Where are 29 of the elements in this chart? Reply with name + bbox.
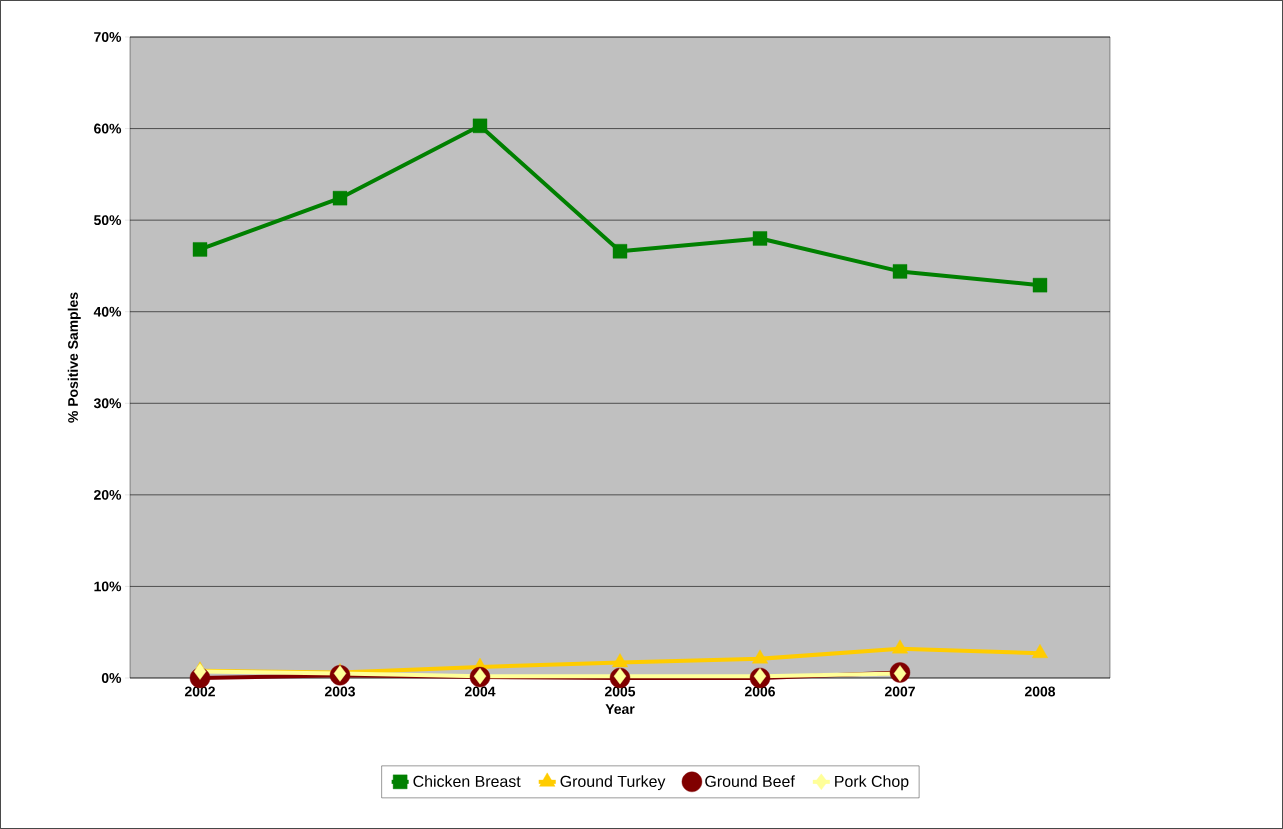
- y-tick-label: 70%: [94, 32, 122, 42]
- point: [752, 231, 768, 246]
- point: [612, 653, 628, 668]
- x-tick-label: 2006: [744, 686, 776, 697]
- y-tick-label: 40%: [93, 306, 122, 317]
- point: [472, 118, 488, 134]
- y-tick-label: 50%: [93, 215, 122, 226]
- y-tick-label: 30%: [93, 398, 122, 409]
- x-tick-label: 2007: [884, 686, 915, 697]
- point: [612, 244, 628, 259]
- x-tick-label: 2004: [464, 686, 496, 697]
- y-tick-label: 0%: [101, 673, 122, 683]
- y-tick-label: 60%: [94, 123, 122, 134]
- legend-label: Chicken Breast: [413, 775, 521, 788]
- y-tick-label: 20%: [94, 489, 122, 500]
- y-axis-title: % Positive Samples: [67, 292, 81, 423]
- legend-label: Ground Beef: [705, 775, 795, 788]
- legend-label: Pork Chop: [835, 775, 909, 791]
- x-axis-title: Year: [605, 704, 635, 714]
- y-tick-label: 10%: [94, 581, 122, 592]
- x-tick-label: 2003: [324, 686, 355, 697]
- legend-label: Ground Turkey: [560, 775, 666, 791]
- x-tick-label: 2008: [1024, 686, 1056, 697]
- x-tick-label: 2002: [184, 686, 215, 697]
- point: [892, 264, 908, 279]
- point: [1032, 277, 1048, 293]
- point: [332, 190, 348, 206]
- x-tick-label: 2005: [604, 686, 636, 697]
- point: [192, 242, 208, 257]
